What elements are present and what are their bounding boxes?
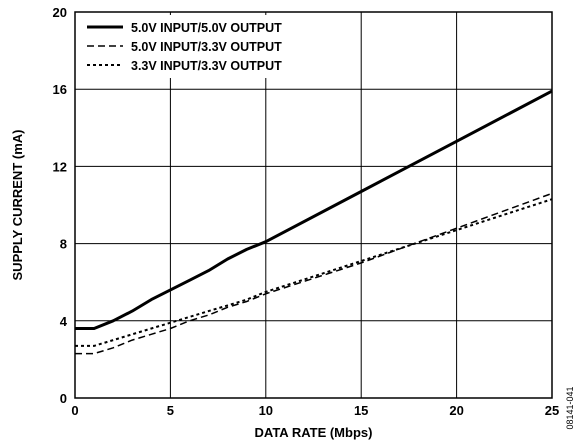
x-axis-title: DATA RATE (Mbps) — [255, 425, 373, 440]
y-tick-labels: 0 4 8 12 16 20 — [53, 5, 68, 406]
y-tick-label: 4 — [60, 314, 68, 329]
y-axis-title: SUPPLY CURRENT (mA) — [10, 130, 25, 281]
plot-frame — [74, 11, 553, 399]
legend: 5.0V INPUT/5.0V OUTPUT 5.0V INPUT/3.3V OU… — [79, 15, 329, 78]
x-tick-label: 20 — [449, 403, 463, 418]
x-tick-label: 5 — [167, 403, 174, 418]
series-line — [75, 198, 553, 347]
series-lines — [75, 89, 553, 355]
y-tick-label: 16 — [53, 82, 67, 97]
x-tick-label: 15 — [354, 403, 368, 418]
x-tick-label: 0 — [71, 403, 78, 418]
y-tick-label: 12 — [53, 159, 67, 174]
y-tick-label: 8 — [60, 237, 67, 252]
legend-label: 5.0V INPUT/5.0V OUTPUT — [131, 21, 282, 35]
legend-label: 3.3V INPUT/3.3V OUTPUT — [131, 59, 282, 73]
legend-label: 5.0V INPUT/3.3V OUTPUT — [131, 40, 282, 54]
y-tick-label: 0 — [60, 391, 67, 406]
x-tick-labels: 0 5 10 15 20 25 — [71, 403, 559, 418]
x-tick-label: 25 — [545, 403, 559, 418]
y-tick-label: 20 — [53, 5, 67, 20]
series-line — [75, 89, 553, 330]
x-tick-label: 10 — [259, 403, 273, 418]
figure-id: 08141-041 — [565, 386, 575, 429]
